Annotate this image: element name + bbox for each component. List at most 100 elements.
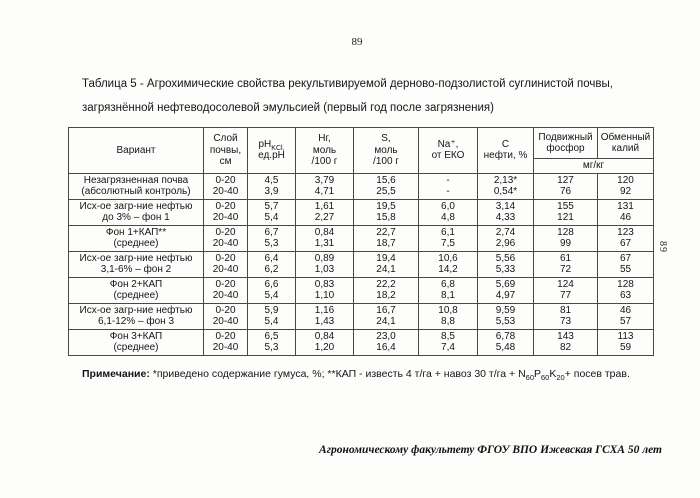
ph-unit: ед.pH bbox=[258, 150, 285, 162]
data-table-wrapper: Вариант Слой почвы, см pHKCl, ед.pH Нг, … bbox=[68, 127, 654, 356]
table-cell: 4,5 3,9 bbox=[247, 172, 296, 200]
table-cell: 0-20 20-40 bbox=[203, 276, 248, 304]
table-caption-line1: Таблица 5 - Агрохимические свойства реку… bbox=[82, 78, 613, 90]
table-row: Исх-ое загр-ние нефтью 6,1-12% – фон 3 0-… bbox=[68, 302, 654, 330]
table-cell: 155 121 bbox=[533, 198, 598, 226]
column-header-oil-content: С нефти, % bbox=[477, 127, 534, 174]
table-cell: 128 99 bbox=[533, 224, 598, 252]
column-header-hydrolytic-acidity: Нг, моль /100 г bbox=[295, 127, 354, 174]
column-header-exchange-potassium: Обменный калий bbox=[597, 127, 654, 159]
table-cell: 81 73 bbox=[533, 302, 598, 330]
table-cell: 0-20 20-40 bbox=[203, 172, 248, 200]
table-cell: 120 92 bbox=[597, 172, 654, 200]
table-row: Фон 3+КАП (среднее) 0-20 20-40 6,5 5,3 0,84… bbox=[68, 328, 654, 356]
column-header-soil-layer: Слой почвы, см bbox=[203, 127, 248, 174]
table-cell: 19,4 24,1 bbox=[353, 250, 419, 278]
table-cell: 6,5 5,3 bbox=[247, 328, 296, 356]
table-cell: 10,6 14,2 bbox=[418, 250, 478, 278]
table-cell: 22,2 18,2 bbox=[353, 276, 419, 304]
table-cell: 131 46 bbox=[597, 198, 654, 226]
table-cell: Фон 3+КАП (среднее) bbox=[68, 328, 204, 356]
table-cell: 1,16 1,43 bbox=[295, 302, 354, 330]
column-header-na: Na⁺, от ЕКО bbox=[418, 127, 478, 174]
table-cell: 19,5 15,8 bbox=[353, 198, 419, 226]
page-number-side-rotated: 89 bbox=[657, 241, 668, 253]
table-cell: 0-20 20-40 bbox=[203, 302, 248, 330]
column-header-s: S, моль /100 г bbox=[353, 127, 419, 174]
footnote-text-p: P bbox=[534, 368, 542, 380]
page-footer-jubilee: Агрономическому факультету ФГОУ ВПО Ижев… bbox=[319, 444, 662, 456]
table-cell: 128 63 bbox=[597, 276, 654, 304]
table-cell: 61 72 bbox=[533, 250, 598, 278]
table-cell: 0,89 1,03 bbox=[295, 250, 354, 278]
column-header-mobile-phosphorus: Подвижный фосфор bbox=[533, 127, 598, 159]
unit-subheader: мг/кг bbox=[533, 158, 654, 174]
table-cell: 0-20 20-40 bbox=[203, 198, 248, 226]
footnote-text-end: + посев трав. bbox=[564, 368, 630, 380]
table-row: Исх-ое загр-ние нефтью до 3% – фон 1 0-20… bbox=[68, 198, 654, 226]
table-cell: 127 76 bbox=[533, 172, 598, 200]
footnote-sub-n60: 60 bbox=[525, 373, 534, 383]
table-cell: 143 82 bbox=[533, 328, 598, 356]
table-cell: 0,83 1,10 bbox=[295, 276, 354, 304]
footnote-text-k: K bbox=[549, 368, 557, 380]
table-cell: Незагрязненная почва (абсолютный контрол… bbox=[68, 172, 204, 200]
table-cell: 6,4 6,2 bbox=[247, 250, 296, 278]
table-cell: 9,59 5,53 bbox=[477, 302, 534, 330]
page-number-top: 89 bbox=[351, 36, 363, 48]
table-cell: 5,9 5,4 bbox=[247, 302, 296, 330]
table-footnote: Примечание: *приведено содержание гумуса… bbox=[82, 367, 662, 381]
footnote-text: *приведено содержание гумуса, %; **КАП -… bbox=[149, 368, 526, 380]
table-cell: 5,56 5,33 bbox=[477, 250, 534, 278]
table-cell: 113 59 bbox=[597, 328, 654, 356]
table-cell: 15,6 25,5 bbox=[353, 172, 419, 200]
table-cell: Фон 2+КАП (среднее) bbox=[68, 276, 204, 304]
table-cell: 67 55 bbox=[597, 250, 654, 278]
table-cell: Исх-ое загр-ние нефтью до 3% – фон 1 bbox=[68, 198, 204, 226]
table-cell: 5,69 4,97 bbox=[477, 276, 534, 304]
table-cell: 6,6 5,4 bbox=[247, 276, 296, 304]
table-row: Фон 2+КАП (среднее) 0-20 20-40 6,6 5,4 0,83… bbox=[68, 276, 654, 304]
ph-symbol: pH bbox=[258, 138, 272, 150]
table-row: Исх-ое загр-ние нефтью 3,1-6% – фон 2 0-2… bbox=[68, 250, 654, 278]
table-cell: 46 57 bbox=[597, 302, 654, 330]
table-cell: 0-20 20-40 bbox=[203, 250, 248, 278]
column-header-ph: pHKCl, ед.pH bbox=[247, 127, 296, 174]
ph-subscript: KCl, bbox=[271, 144, 285, 152]
table-cell: 5,7 5,4 bbox=[247, 198, 296, 226]
table-cell: 0-20 20-40 bbox=[203, 224, 248, 252]
table-caption: Таблица 5 - Агрохимические свойства реку… bbox=[82, 72, 657, 120]
table-cell: 3,79 4,71 bbox=[295, 172, 354, 200]
table-cell: Исх-ое загр-ние нефтью 6,1-12% – фон 3 bbox=[68, 302, 204, 330]
data-table: Вариант Слой почвы, см pHKCl, ед.pH Нг, … bbox=[68, 127, 654, 356]
column-header-variant: Вариант bbox=[68, 127, 204, 174]
table-cell: 6,7 5,3 bbox=[247, 224, 296, 252]
table-cell: 10,8 8,8 bbox=[418, 302, 478, 330]
table-cell: 23,0 16,4 bbox=[353, 328, 419, 356]
table-cell: 16,7 24,1 bbox=[353, 302, 419, 330]
table-cell: 124 77 bbox=[533, 276, 598, 304]
table-cell: 6,0 4,8 bbox=[418, 198, 478, 226]
table-header: Вариант Слой почвы, см pHKCl, ед.pH Нг, … bbox=[68, 127, 654, 174]
table-cell: 0,84 1,31 bbox=[295, 224, 354, 252]
table-row: Фон 1+КАП** (среднее) 0-20 20-40 6,7 5,3 0,… bbox=[68, 224, 654, 252]
footnote-label: Примечание: bbox=[82, 368, 150, 380]
table-cell: 123 67 bbox=[597, 224, 654, 252]
table-row: Незагрязненная почва (абсолютный контрол… bbox=[68, 172, 654, 200]
table-cell: 22,7 18,7 bbox=[353, 224, 419, 252]
table-cell: Исх-ое загр-ние нефтью 3,1-6% – фон 2 bbox=[68, 250, 204, 278]
table-cell: 8,5 7,4 bbox=[418, 328, 478, 356]
table-cell: 3,14 4,33 bbox=[477, 198, 534, 226]
table-cell: 6,1 7,5 bbox=[418, 224, 478, 252]
table-caption-line2: загрязнённой нефтеводосолевой эмульсией … bbox=[82, 102, 494, 114]
table-cell: 2,13* 0,54* bbox=[477, 172, 534, 200]
table-cell: 6,8 8,1 bbox=[418, 276, 478, 304]
table-cell: 0,84 1,20 bbox=[295, 328, 354, 356]
footnote-sub-k20: 20 bbox=[556, 373, 565, 383]
table-cell: Фон 1+КАП** (среднее) bbox=[68, 224, 204, 252]
table-cell: 2,74 2,96 bbox=[477, 224, 534, 252]
table-cell: - - bbox=[418, 172, 478, 200]
table-cell: 0-20 20-40 bbox=[203, 328, 248, 356]
table-cell: 6,78 5,48 bbox=[477, 328, 534, 356]
